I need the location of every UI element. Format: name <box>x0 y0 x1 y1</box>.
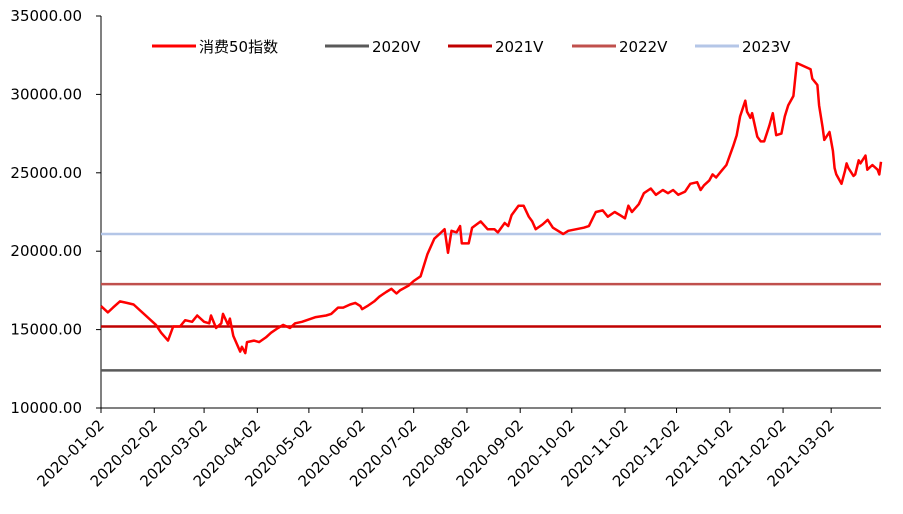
legend: 消费50指数 2020V 2021V 2022V 2023V <box>152 38 791 56</box>
y-tick-label: 15000.00 <box>10 321 82 339</box>
y-axis: 10000.00 15000.00 20000.00 25000.00 30000.00… <box>10 7 102 417</box>
legend-label: 2022V <box>619 38 668 56</box>
legend-label: 2023V <box>742 38 791 56</box>
legend-label: 2021V <box>495 38 544 56</box>
series-line-group <box>100 61 883 355</box>
series-line-consumer50 <box>100 61 883 355</box>
y-tick-label: 10000.00 <box>10 399 82 417</box>
reference-lines <box>101 232 881 372</box>
legend-label: 2020V <box>372 38 421 56</box>
y-tick-label: 30000.00 <box>10 85 82 103</box>
y-tick-label: 25000.00 <box>10 164 82 182</box>
x-axis: 2020-01-022020-02-022020-03-022020-04-02… <box>33 407 881 490</box>
y-tick-label: 20000.00 <box>10 242 82 260</box>
y-tick-label: 35000.00 <box>10 7 82 25</box>
legend-label: 消费50指数 <box>199 38 278 56</box>
